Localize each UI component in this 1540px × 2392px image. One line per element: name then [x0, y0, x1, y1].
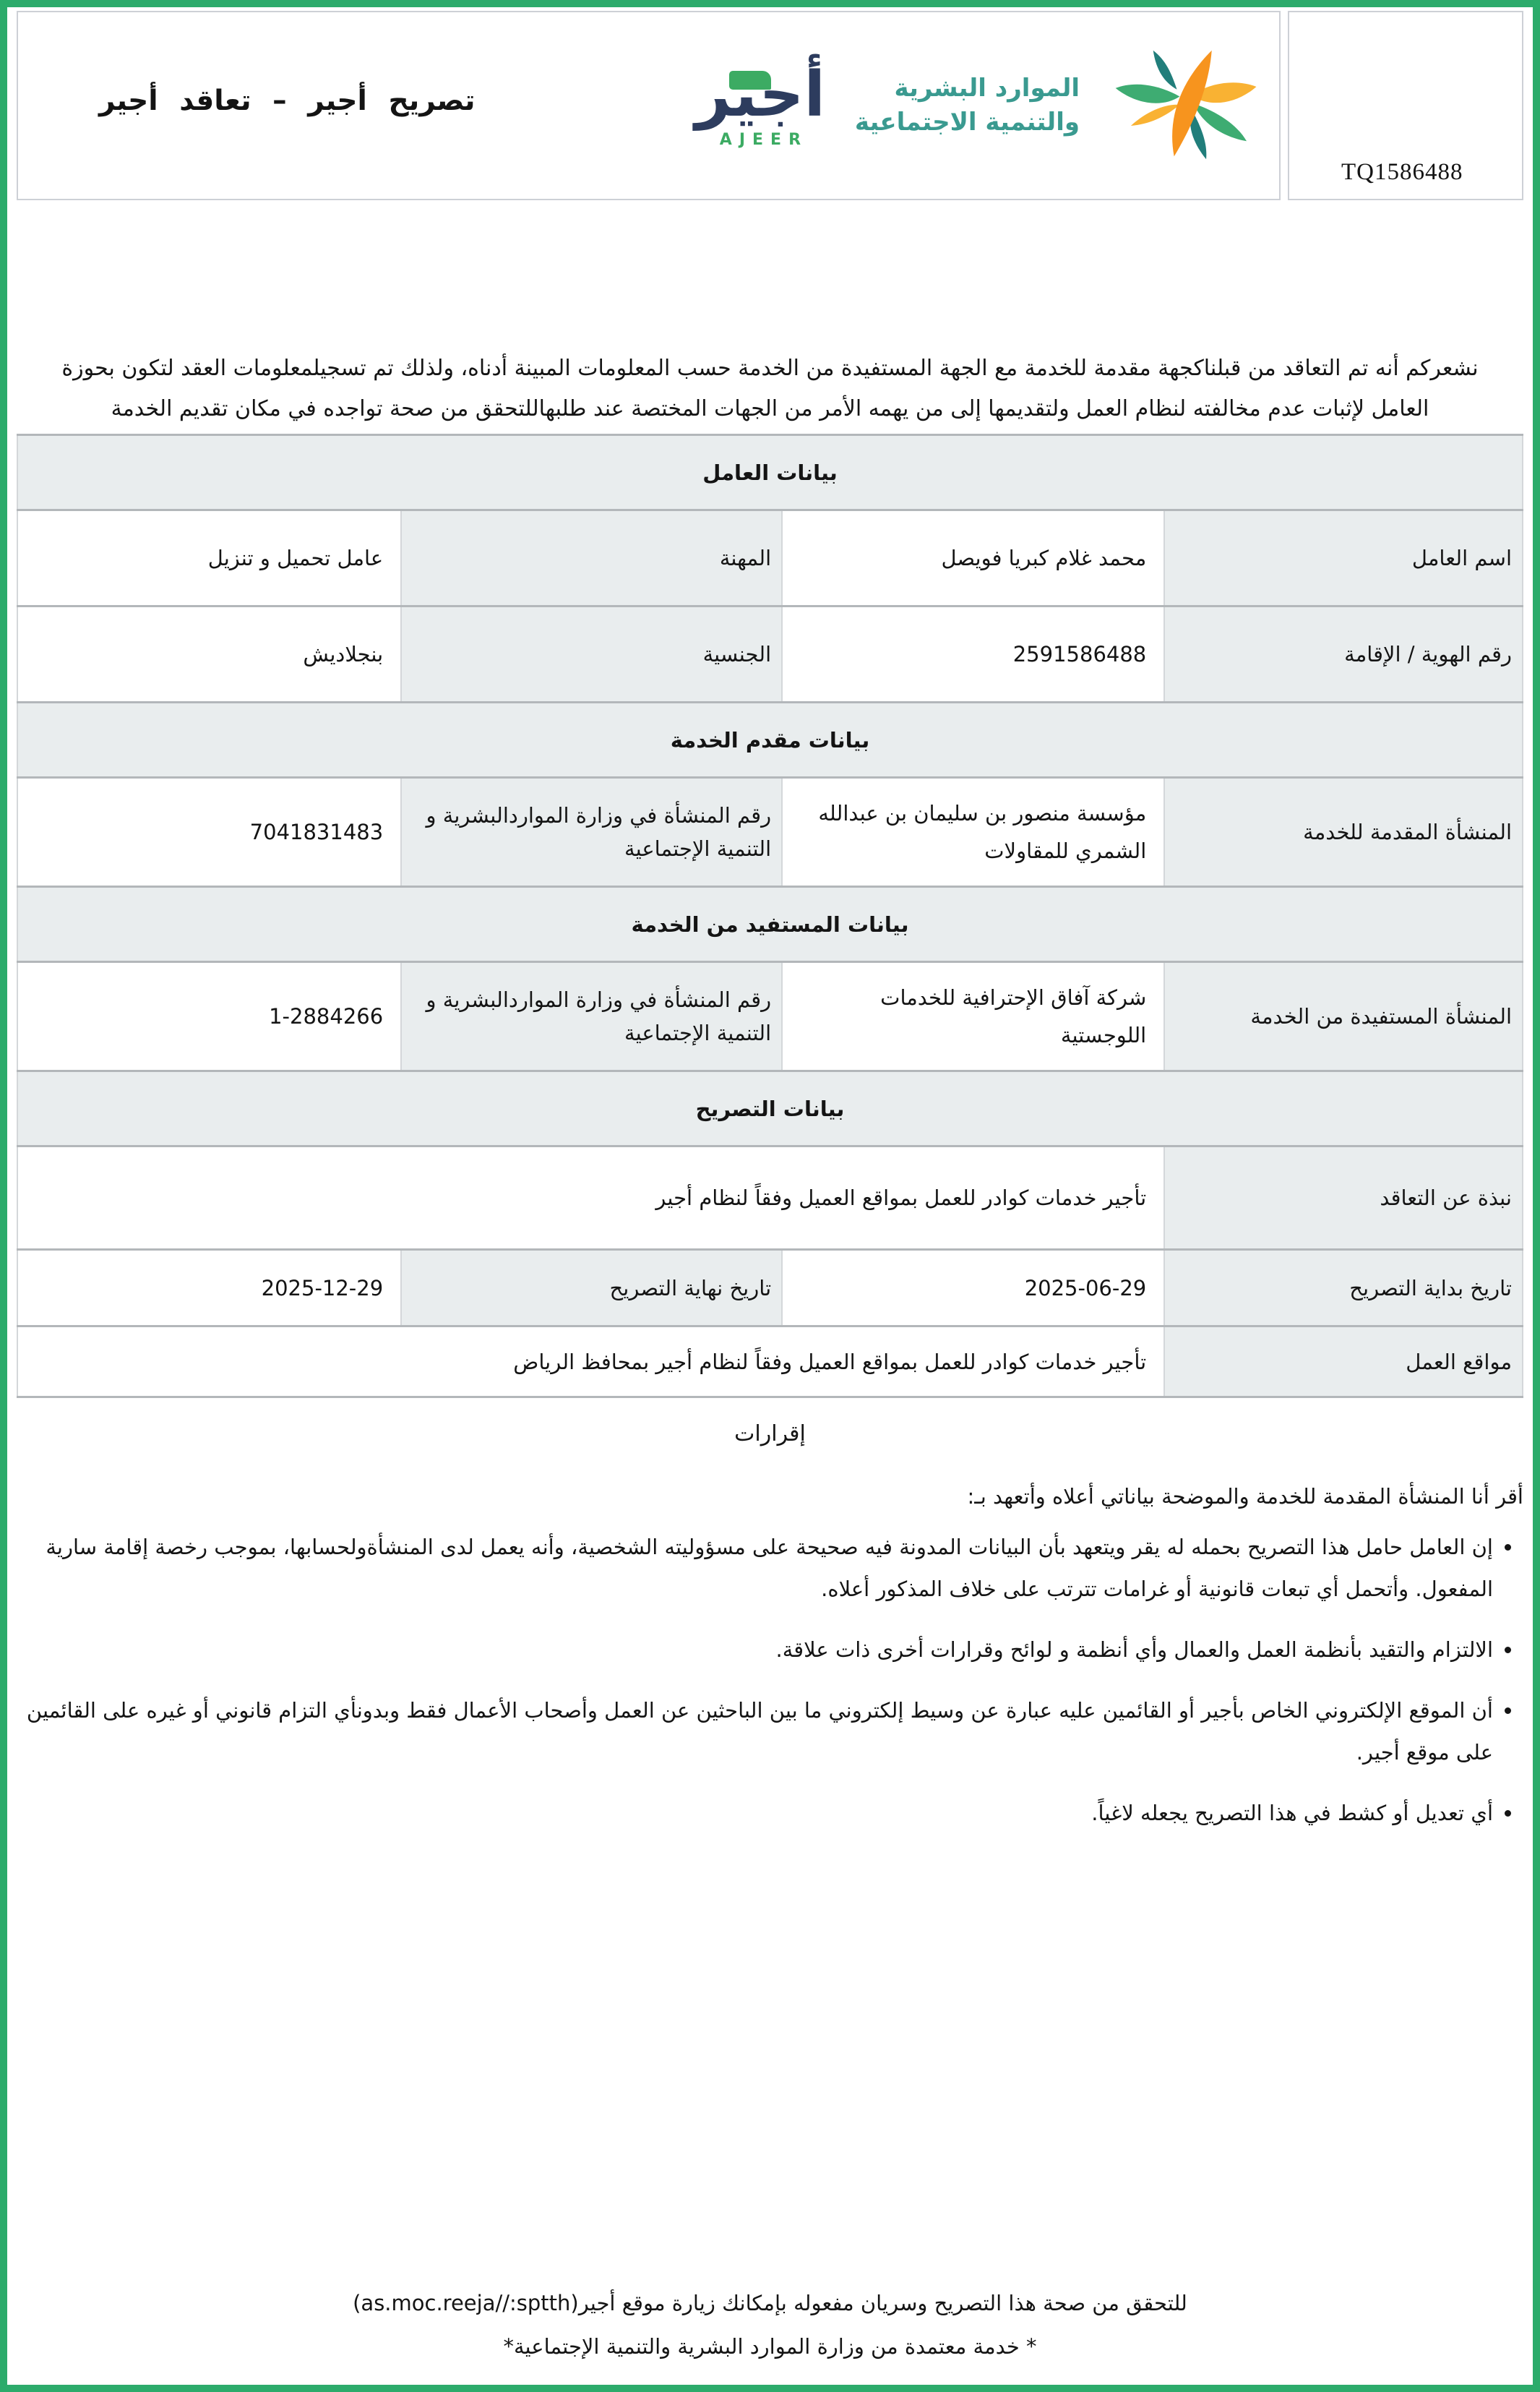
document-header: TQ1586488 تصريح أجير – تعاقد أجير أجير A…: [17, 11, 1523, 200]
worker-section-title: بيانات العامل: [17, 434, 1523, 511]
ajeer-website-url: (as.moc.reeja//:sptth): [353, 2291, 579, 2315]
verification-text: للتحقق من صحة هذا التصريح وسريان مفعوله …: [578, 2291, 1187, 2315]
table-row: اسم العامل محمد غلام كبريا فويصل المهنة …: [16, 509, 1523, 607]
permit-end-date-label: تاريخ نهاية التصريح: [400, 1248, 783, 1327]
permit-section-header-row: بيانات التصريح: [17, 1070, 1523, 1147]
verification-note: للتحقق من صحة هذا التصريح وسريان مفعوله …: [7, 2291, 1533, 2315]
id-number-label: رقم الهوية / الإقامة: [1163, 605, 1523, 703]
beneficiary-establishment-number-label: رقم المنشأة في وزارة المواردالبشرية و ال…: [400, 961, 783, 1072]
page-title: تصريح أجير – تعاقد أجير: [99, 85, 476, 117]
table-row: المنشأة المقدمة للخدمة مؤسسة منصور بن سل…: [16, 776, 1523, 888]
provider-section-title: بيانات مقدم الخدمة: [17, 701, 1523, 779]
provider-section-header-row: بيانات مقدم الخدمة: [17, 701, 1523, 779]
declarations-title: إقرارات: [734, 1421, 806, 1446]
ministry-wordmark: الموارد البشرية والتنمية الاجتماعية: [855, 72, 1080, 140]
document-footer: للتحقق من صحة هذا التصريح وسريان مفعوله …: [7, 2291, 1533, 2359]
title-box: تصريح أجير – تعاقد أجير أجير AJEER الموا…: [17, 11, 1281, 200]
permit-start-date-label: تاريخ بداية التصريح: [1163, 1248, 1523, 1327]
ministry-emblem-icon: [1115, 50, 1257, 160]
logo-group: أجير AJEER الموارد البشرية والتنمية الاج…: [692, 12, 1269, 199]
contract-brief-label: نبذة عن التعاقد: [1163, 1145, 1523, 1251]
provider-establishment-number-label: رقم المنشأة في وزارة المواردالبشرية و ال…: [400, 776, 783, 888]
declaration-item: الالتزام والتقيد بأنظمة العمل والعمال وأ…: [17, 1629, 1494, 1671]
declarations-intro: أقر أنا المنشأة المقدمة للخدمة والموضحة …: [967, 1484, 1523, 1509]
worker-name-label: اسم العامل: [1163, 509, 1523, 607]
work-locations-label: مواقع العمل: [1163, 1325, 1523, 1398]
permit-section-title: بيانات التصريح: [17, 1070, 1523, 1147]
table-row: المنشأة المستفيدة من الخدمة شركة آفاق ال…: [16, 961, 1523, 1072]
permit-table: بيانات العامل اسم العامل محمد غلام كبريا…: [16, 434, 1523, 1398]
intro-paragraph: نشعركم أنه تم التعاقد من قبلناكجهة مقدمة…: [61, 356, 1479, 421]
beneficiary-section-title: بيانات المستفيد من الخدمة: [17, 886, 1523, 963]
contract-brief-value: تأجير خدمات كوادر للعمل بمواقع العميل وف…: [16, 1145, 1166, 1251]
beneficiary-establishment-value: شركة آفاق الإحترافية للخدمات اللوجستية: [781, 961, 1166, 1072]
table-row: رقم الهوية / الإقامة 2591586488 الجنسية …: [16, 605, 1523, 703]
table-row: نبذة عن التعاقد تأجير خدمات كوادر للعمل …: [16, 1145, 1523, 1251]
declarations-list: إن العامل حامل هذا التصريح بحمله له يقر …: [17, 1526, 1523, 1834]
declaration-item: أن الموقع الإلكتروني الخاص بأجير أو القا…: [17, 1689, 1493, 1773]
permit-start-date: 2025-06-29: [1024, 1275, 1147, 1300]
ajeer-logo-latin: AJEER: [719, 130, 809, 149]
nationality-value: بنجلاديش: [16, 605, 403, 703]
beneficiary-establishment-number: 1-2884266: [269, 1004, 384, 1029]
beneficiary-establishment-number-value: 1-2884266: [16, 961, 403, 1072]
permit-end-date-value: 2025-12-29: [16, 1248, 403, 1327]
tq-number: TQ1586488: [1341, 159, 1463, 185]
work-locations-value: تأجير خدمات كوادر للعمل بمواقع العميل وف…: [16, 1325, 1166, 1398]
provider-establishment-value: مؤسسة منصور بن سليمان بن عبدالله الشمري …: [781, 776, 1166, 888]
permit-start-date-value: 2025-06-29: [781, 1248, 1166, 1327]
id-number: 2591586488: [1012, 642, 1147, 666]
beneficiary-establishment-label: المنشأة المستفيدة من الخدمة: [1163, 961, 1523, 1072]
provider-establishment-number: 7041831483: [249, 820, 384, 844]
provider-establishment-number-value: 7041831483: [16, 776, 403, 888]
provider-establishment-label: المنشأة المقدمة للخدمة: [1163, 776, 1523, 888]
worker-section-header-row: بيانات العامل: [17, 434, 1523, 511]
beneficiary-section-header-row: بيانات المستفيد من الخدمة: [17, 886, 1523, 963]
declaration-item: أي تعديل أو كشط في هذا التصريح يجعله لاغ…: [17, 1792, 1493, 1834]
worker-name-value: محمد غلام كبريا فويصل: [781, 509, 1166, 607]
table-row: مواقع العمل تأجير خدمات كوادر للعمل بموا…: [16, 1325, 1523, 1398]
accreditation-note: * خدمة معتمدة من وزارة الموارد البشرية و…: [503, 2334, 1037, 2359]
ministry-name-line2: والتنمية الاجتماعية: [854, 108, 1080, 137]
ajeer-logo-green-bar: [728, 71, 771, 90]
ministry-name-line1: الموارد البشرية: [894, 74, 1080, 103]
ajeer-logo: أجير AJEER: [692, 62, 829, 149]
table-row: تاريخ بداية التصريح 2025-06-29 تاريخ نها…: [16, 1248, 1523, 1327]
tq-number-box: TQ1586488: [1288, 11, 1523, 200]
id-number-value: 2591586488: [781, 605, 1166, 703]
declaration-item: إن العامل حامل هذا التصريح بحمله له يقر …: [17, 1526, 1493, 1610]
profession-value: عامل تحميل و تنزيل: [16, 509, 403, 607]
permit-end-date: 2025-12-29: [261, 1275, 384, 1300]
profession-label: المهنة: [400, 509, 783, 607]
nationality-label: الجنسية: [400, 605, 783, 703]
